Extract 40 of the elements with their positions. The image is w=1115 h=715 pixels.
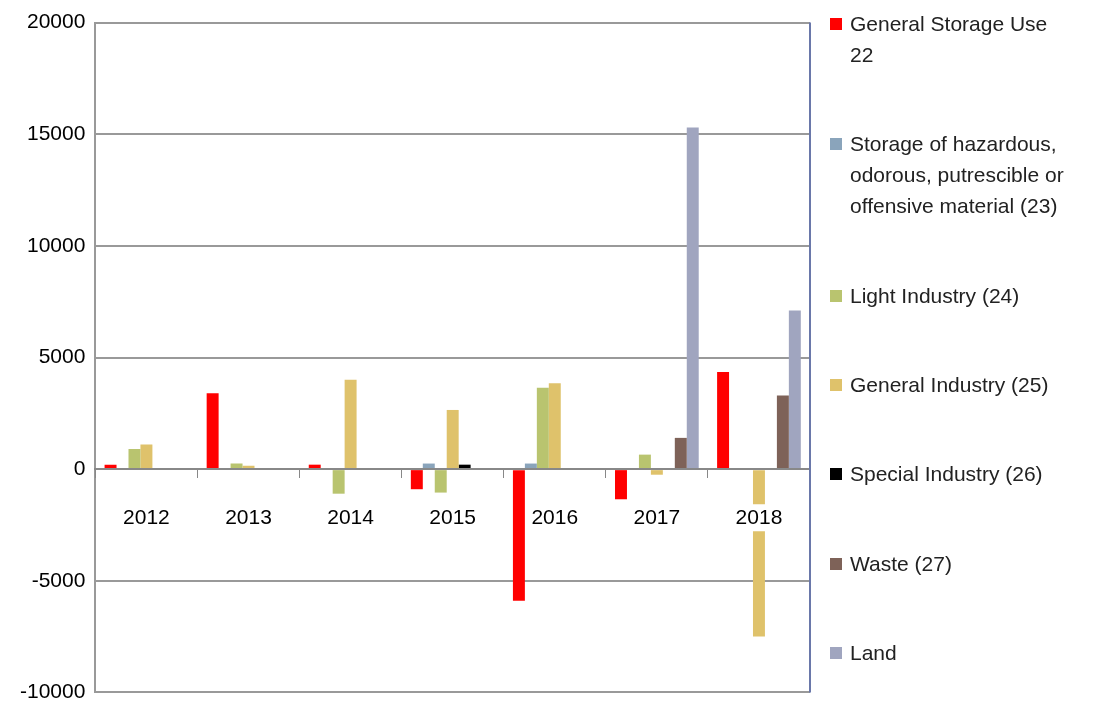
x-tick-label: 2018 [735, 504, 783, 528]
x-tick-label: 2012 [123, 504, 170, 528]
bar [615, 470, 627, 500]
bar [650, 470, 663, 475]
x-tick-label: 2016 [531, 504, 579, 528]
bar [332, 470, 345, 494]
bar [434, 470, 447, 493]
legend-label: Special Industry (26) [850, 461, 1043, 488]
bar [548, 383, 561, 469]
x-tick-label: 2017 [633, 504, 681, 528]
bar [344, 379, 357, 469]
x-tick-label: 2013 [225, 504, 272, 528]
bar [776, 395, 789, 469]
y-tick-label: -5000 [31, 567, 86, 591]
bar [638, 454, 651, 469]
bar [686, 127, 699, 469]
y-tick-label: 15000 [26, 121, 86, 145]
bar [717, 372, 730, 469]
bar [128, 449, 141, 469]
legend-label: Storage of hazardous, odorous, putrescible or offensive material (23) [850, 131, 1065, 220]
y-tick-label: 5000 [38, 344, 86, 368]
legend-label: Waste (27) [850, 550, 952, 577]
bar [536, 387, 549, 469]
bar [140, 444, 153, 469]
legend-label: General Industry (25) [850, 372, 1049, 398]
legend-label: Light Industry (24) [850, 282, 1020, 309]
bar [446, 409, 459, 469]
bar [410, 470, 423, 490]
bar [512, 470, 525, 601]
y-tick-label: 20000 [26, 9, 86, 33]
x-tick-label: 2015 [429, 504, 477, 528]
x-tick-label: 2014 [327, 504, 375, 528]
y-tick-label: 0 [73, 455, 86, 479]
bar [206, 393, 219, 469]
legend-label: General Storage Use 22 [850, 11, 1049, 68]
bar [674, 437, 687, 469]
legend-label: Land [850, 639, 897, 666]
y-tick-label: -10000 [20, 679, 86, 703]
y-tick-label: 10000 [26, 232, 86, 256]
bar [788, 310, 801, 469]
